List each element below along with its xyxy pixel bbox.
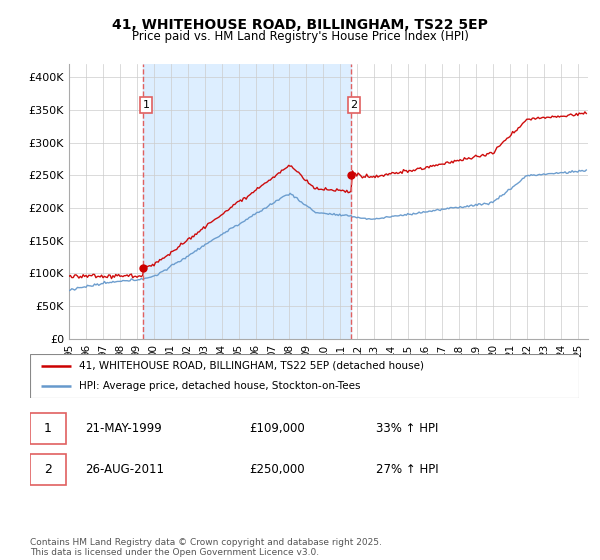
Text: Price paid vs. HM Land Registry's House Price Index (HPI): Price paid vs. HM Land Registry's House … [131,30,469,43]
Text: 21-MAY-1999: 21-MAY-1999 [85,422,161,435]
Text: 27% ↑ HPI: 27% ↑ HPI [376,464,439,477]
Text: 41, WHITEHOUSE ROAD, BILLINGHAM, TS22 5EP: 41, WHITEHOUSE ROAD, BILLINGHAM, TS22 5E… [112,18,488,32]
Text: 1: 1 [44,422,52,435]
Text: 2: 2 [350,100,358,110]
FancyBboxPatch shape [30,454,65,486]
FancyBboxPatch shape [30,354,579,398]
Text: 41, WHITEHOUSE ROAD, BILLINGHAM, TS22 5EP (detached house): 41, WHITEHOUSE ROAD, BILLINGHAM, TS22 5E… [79,361,424,371]
Text: £109,000: £109,000 [250,422,305,435]
FancyBboxPatch shape [30,413,65,444]
Text: 33% ↑ HPI: 33% ↑ HPI [376,422,438,435]
Text: HPI: Average price, detached house, Stockton-on-Tees: HPI: Average price, detached house, Stoc… [79,381,361,391]
Bar [143,64,352,339]
Text: 1: 1 [142,100,149,110]
Text: 26-AUG-2011: 26-AUG-2011 [85,464,164,477]
Text: £250,000: £250,000 [250,464,305,477]
Text: 2: 2 [44,464,52,477]
Text: Contains HM Land Registry data © Crown copyright and database right 2025.
This d: Contains HM Land Registry data © Crown c… [30,538,382,557]
